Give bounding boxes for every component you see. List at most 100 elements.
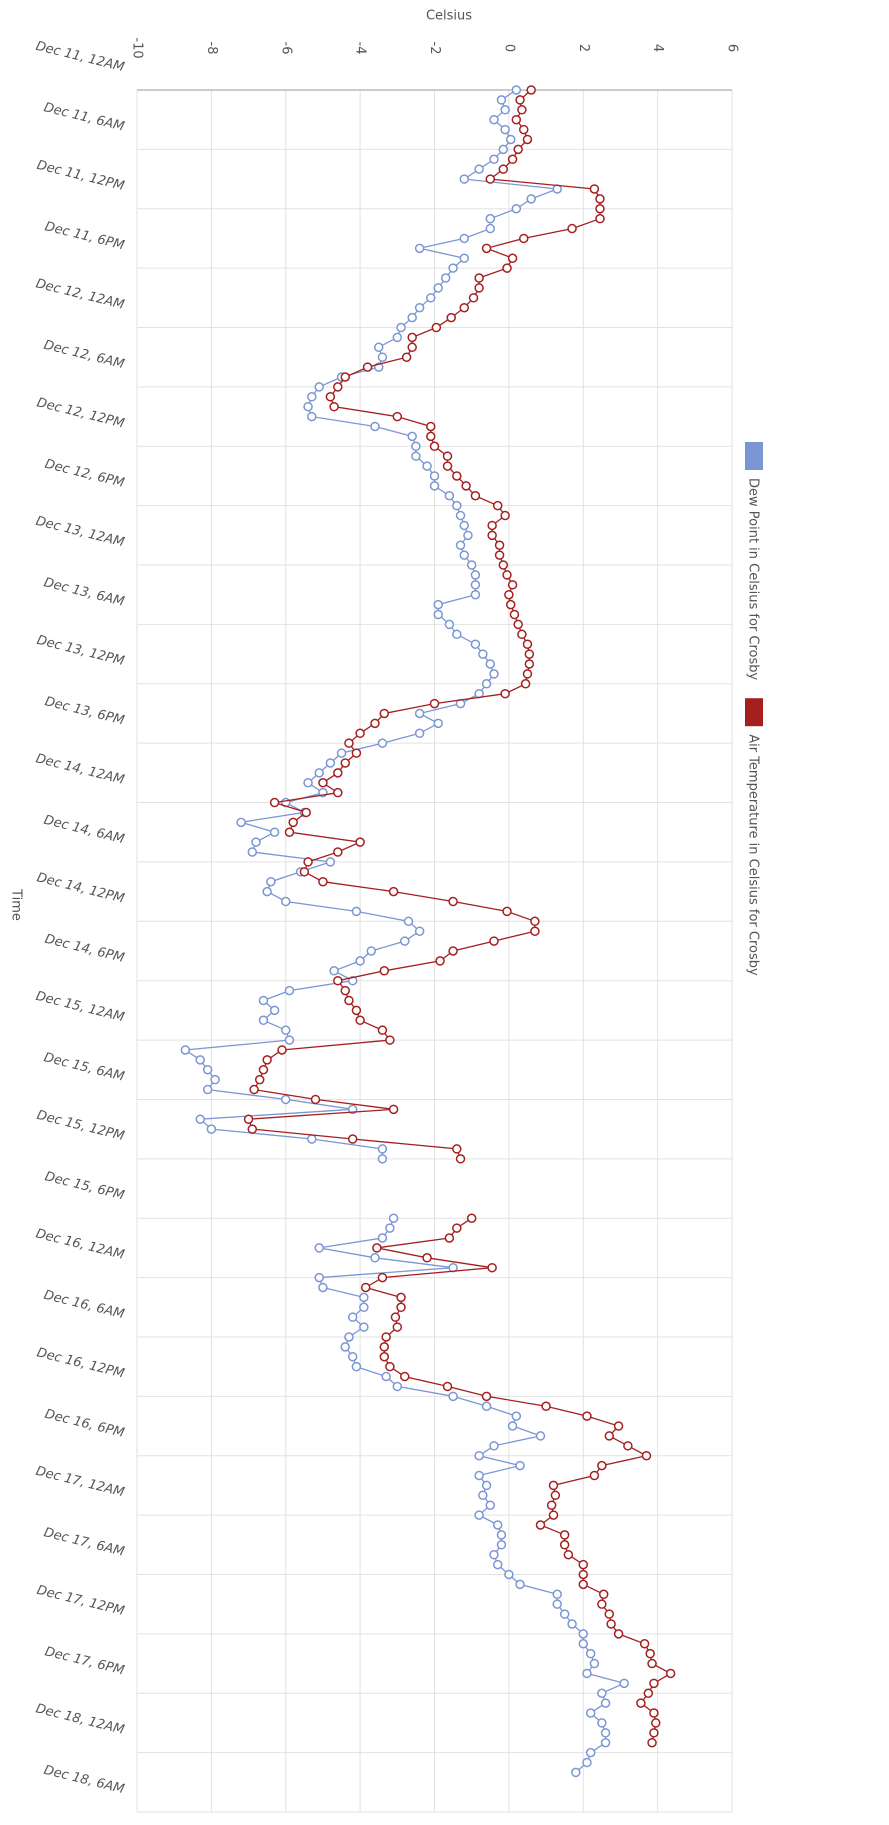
y-tick-label: 0 xyxy=(501,44,516,52)
point xyxy=(392,1381,403,1392)
legend-label: Dew Point in Celsius for Crosby xyxy=(746,478,761,681)
x-tick-label: Dec 12, 12AM xyxy=(34,276,126,313)
x-tick-label: Dec 14, 12PM xyxy=(35,870,126,906)
point xyxy=(400,936,410,946)
point xyxy=(414,728,425,739)
point xyxy=(639,1639,650,1649)
point xyxy=(249,1084,259,1095)
point xyxy=(513,619,523,630)
point xyxy=(585,1708,596,1718)
point xyxy=(597,1688,607,1698)
point xyxy=(414,926,425,936)
point xyxy=(195,1114,205,1124)
x-tick-label: Dec 11, 6PM xyxy=(43,219,126,253)
point xyxy=(600,1698,611,1708)
point xyxy=(340,1342,350,1352)
point xyxy=(284,985,295,996)
point xyxy=(585,1747,596,1758)
series-line xyxy=(183,89,627,1773)
point xyxy=(552,1599,562,1609)
point xyxy=(206,1124,217,1134)
point xyxy=(466,560,477,570)
point xyxy=(582,1668,592,1679)
legend-item: Dew Point in Celsius for Crosby xyxy=(745,442,763,681)
point xyxy=(281,1094,291,1105)
point xyxy=(466,1213,477,1223)
point xyxy=(647,1658,657,1669)
x-tick-label: Dec 14, 6AM xyxy=(42,813,126,848)
x-tick-label: Dec 12, 6AM xyxy=(42,338,126,373)
point xyxy=(519,233,529,244)
point xyxy=(388,886,399,897)
point xyxy=(597,1599,607,1609)
point xyxy=(301,807,311,818)
x-tick-label: Dec 17, 12PM xyxy=(35,1583,126,1619)
point xyxy=(407,431,417,442)
point xyxy=(281,896,291,907)
time-axis-title: Time xyxy=(9,888,24,921)
point xyxy=(485,223,496,234)
point xyxy=(266,876,276,887)
point xyxy=(385,1361,395,1372)
point xyxy=(623,1441,633,1451)
point xyxy=(359,1322,369,1332)
point xyxy=(463,530,473,541)
point xyxy=(433,718,443,729)
point xyxy=(351,748,362,758)
point xyxy=(474,1470,484,1481)
point xyxy=(519,124,529,135)
point xyxy=(487,520,497,531)
point xyxy=(578,1559,588,1570)
point xyxy=(390,1312,401,1322)
point xyxy=(496,1530,507,1540)
point xyxy=(485,213,496,224)
point xyxy=(379,1352,390,1362)
point xyxy=(452,471,462,481)
point xyxy=(585,1648,596,1659)
point xyxy=(284,1035,295,1045)
point xyxy=(269,797,280,808)
x-tick-label: Dec 11, 12AM xyxy=(34,39,126,76)
x-tick-label: Dec 17, 6AM xyxy=(42,1525,126,1560)
point xyxy=(589,1470,600,1481)
legend-label: Air Temperature in Celsius for Crosby xyxy=(746,734,761,976)
point xyxy=(526,85,536,95)
point xyxy=(459,302,469,313)
point xyxy=(269,1005,280,1016)
point xyxy=(351,1005,362,1016)
point xyxy=(388,1104,399,1115)
point xyxy=(422,1253,432,1263)
point xyxy=(452,1223,462,1233)
point xyxy=(318,1282,328,1293)
point xyxy=(329,401,339,412)
x-tick-label: Dec 17, 12AM xyxy=(34,1464,126,1501)
point xyxy=(535,1520,546,1530)
point xyxy=(492,1559,503,1570)
point xyxy=(470,580,481,590)
point xyxy=(411,441,421,452)
point xyxy=(444,619,455,630)
point xyxy=(429,471,440,481)
point xyxy=(517,105,527,115)
point xyxy=(489,1549,499,1560)
point xyxy=(307,392,317,402)
point xyxy=(481,1480,492,1491)
point xyxy=(498,560,509,570)
point xyxy=(559,1609,570,1619)
point xyxy=(496,1540,507,1550)
point xyxy=(647,1737,657,1748)
point xyxy=(336,748,347,758)
point xyxy=(459,253,469,263)
point xyxy=(359,1292,369,1303)
point xyxy=(500,105,510,115)
point xyxy=(589,184,600,194)
point xyxy=(459,174,469,184)
point xyxy=(636,1698,646,1708)
point xyxy=(344,1332,354,1342)
point xyxy=(515,1460,525,1471)
point xyxy=(481,1391,492,1402)
point xyxy=(414,243,425,254)
point xyxy=(373,342,384,353)
point xyxy=(459,550,469,560)
point xyxy=(546,1500,557,1510)
